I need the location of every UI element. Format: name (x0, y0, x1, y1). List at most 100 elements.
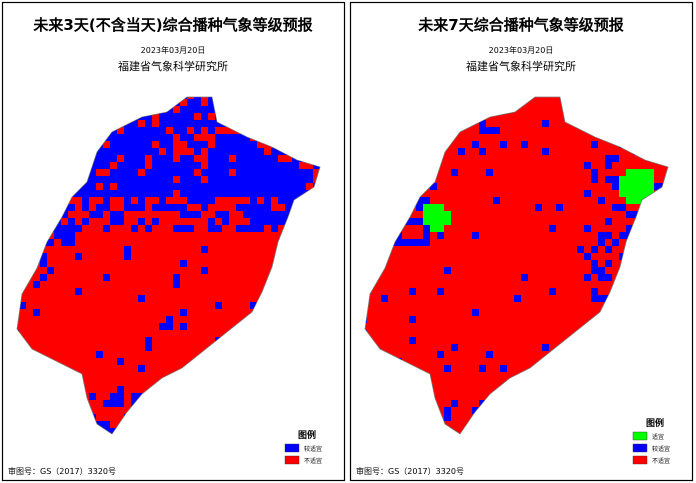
grade-cell (257, 162, 264, 169)
grade-cell (68, 218, 75, 225)
grade-cell (409, 316, 416, 323)
grade-cell (61, 232, 68, 239)
grade-cell (236, 169, 243, 176)
grade-cell (131, 141, 138, 148)
grade-cell (243, 155, 250, 162)
grade-cell (250, 155, 257, 162)
approval-number: 审图号：GS（2017）3320号 (8, 466, 116, 476)
grade-cell (292, 162, 299, 169)
grade-cell (549, 225, 556, 232)
grade-cell (430, 211, 437, 218)
panel: 未来3天(不含当天)综合播种气象等级预报 2023年03月20日福建省气象科学研究… (1, 1, 346, 482)
grade-cell (278, 197, 285, 204)
grade-cell (145, 344, 152, 351)
grade-cell (145, 176, 152, 183)
grade-cell (257, 183, 264, 190)
grade-cell (605, 218, 612, 225)
grade-cell (236, 155, 243, 162)
grade-cell (124, 246, 131, 253)
grade-cell (236, 204, 243, 211)
grade-cell (159, 162, 166, 169)
grade-cell (500, 365, 507, 372)
grade-cell (89, 393, 96, 400)
grade-cell (124, 176, 131, 183)
grade-cell (416, 239, 423, 246)
grade-cell (201, 197, 208, 204)
grade-cell (605, 176, 612, 183)
grade-cell (40, 253, 47, 260)
grade-cell (285, 197, 292, 204)
grade-cell (208, 197, 215, 204)
grade-cell (423, 197, 430, 204)
grade-cell (264, 155, 271, 162)
grade-cell (194, 190, 201, 197)
grade-cell (166, 204, 173, 211)
grade-cell (250, 169, 257, 176)
grade-cell (591, 267, 598, 274)
grade-cell (33, 309, 40, 316)
grade-cell (180, 190, 187, 197)
grade-cell (271, 162, 278, 169)
grade-cell (521, 274, 528, 281)
grade-cell (647, 176, 654, 183)
grade-cell (395, 239, 402, 246)
grade-cell (180, 260, 187, 267)
grade-cell (264, 190, 271, 197)
grade-cell (250, 190, 257, 197)
grade-cell (96, 204, 103, 211)
grade-cell (598, 197, 605, 204)
grade-cell (208, 97, 215, 99)
grade-cell (472, 407, 479, 414)
grade-cell (173, 204, 180, 211)
grade-cell (598, 239, 605, 246)
grade-cell (472, 141, 479, 148)
grade-cell (138, 204, 145, 211)
grade-cell (40, 260, 47, 267)
grade-cell (222, 155, 229, 162)
grade-cell (124, 141, 131, 148)
grade-cell (131, 183, 138, 190)
grade-cell (285, 162, 292, 169)
grade-cell (271, 169, 278, 176)
grade-cell (187, 113, 194, 120)
grade-cell (493, 127, 500, 134)
grade-cell (299, 190, 306, 197)
grade-cell (187, 155, 194, 162)
grade-cell (180, 323, 187, 330)
grade-cell (117, 183, 124, 190)
grade-cell (598, 274, 605, 281)
grade-cell (640, 183, 647, 190)
grade-cell (591, 141, 598, 148)
grade-cell (187, 225, 194, 232)
grade-cell (131, 120, 138, 127)
grade-cell (110, 211, 117, 218)
panel-title: 未来3天(不含当天)综合播种气象等级预报 (32, 16, 312, 34)
grade-cell (243, 148, 250, 155)
grade-cell (619, 183, 626, 190)
grade-cell (110, 141, 117, 148)
legend-label: 较适宜 (652, 445, 670, 453)
grade-cell (166, 323, 173, 330)
grade-cell (430, 218, 437, 225)
grade-cell (444, 414, 451, 421)
grade-cell (619, 204, 626, 211)
grade-cell (215, 162, 222, 169)
grade-cell (584, 253, 591, 260)
grade-cell (243, 176, 250, 183)
grade-cell (542, 120, 549, 127)
grade-cell (222, 134, 229, 141)
grade-cell (437, 288, 444, 295)
grade-cell (89, 190, 96, 197)
grade-cell (187, 134, 194, 141)
grade-cell (103, 274, 110, 281)
grade-cell (187, 197, 194, 204)
grade-cell (180, 113, 187, 120)
grade-cell (40, 274, 47, 281)
grade-cell (166, 148, 173, 155)
grade-cell (54, 232, 61, 239)
grade-cell (208, 183, 215, 190)
approval-number: 审图号：GS（2017）3320号 (356, 466, 464, 476)
grade-cell (117, 358, 124, 365)
grade-cell (173, 162, 180, 169)
grade-cell (612, 176, 619, 183)
